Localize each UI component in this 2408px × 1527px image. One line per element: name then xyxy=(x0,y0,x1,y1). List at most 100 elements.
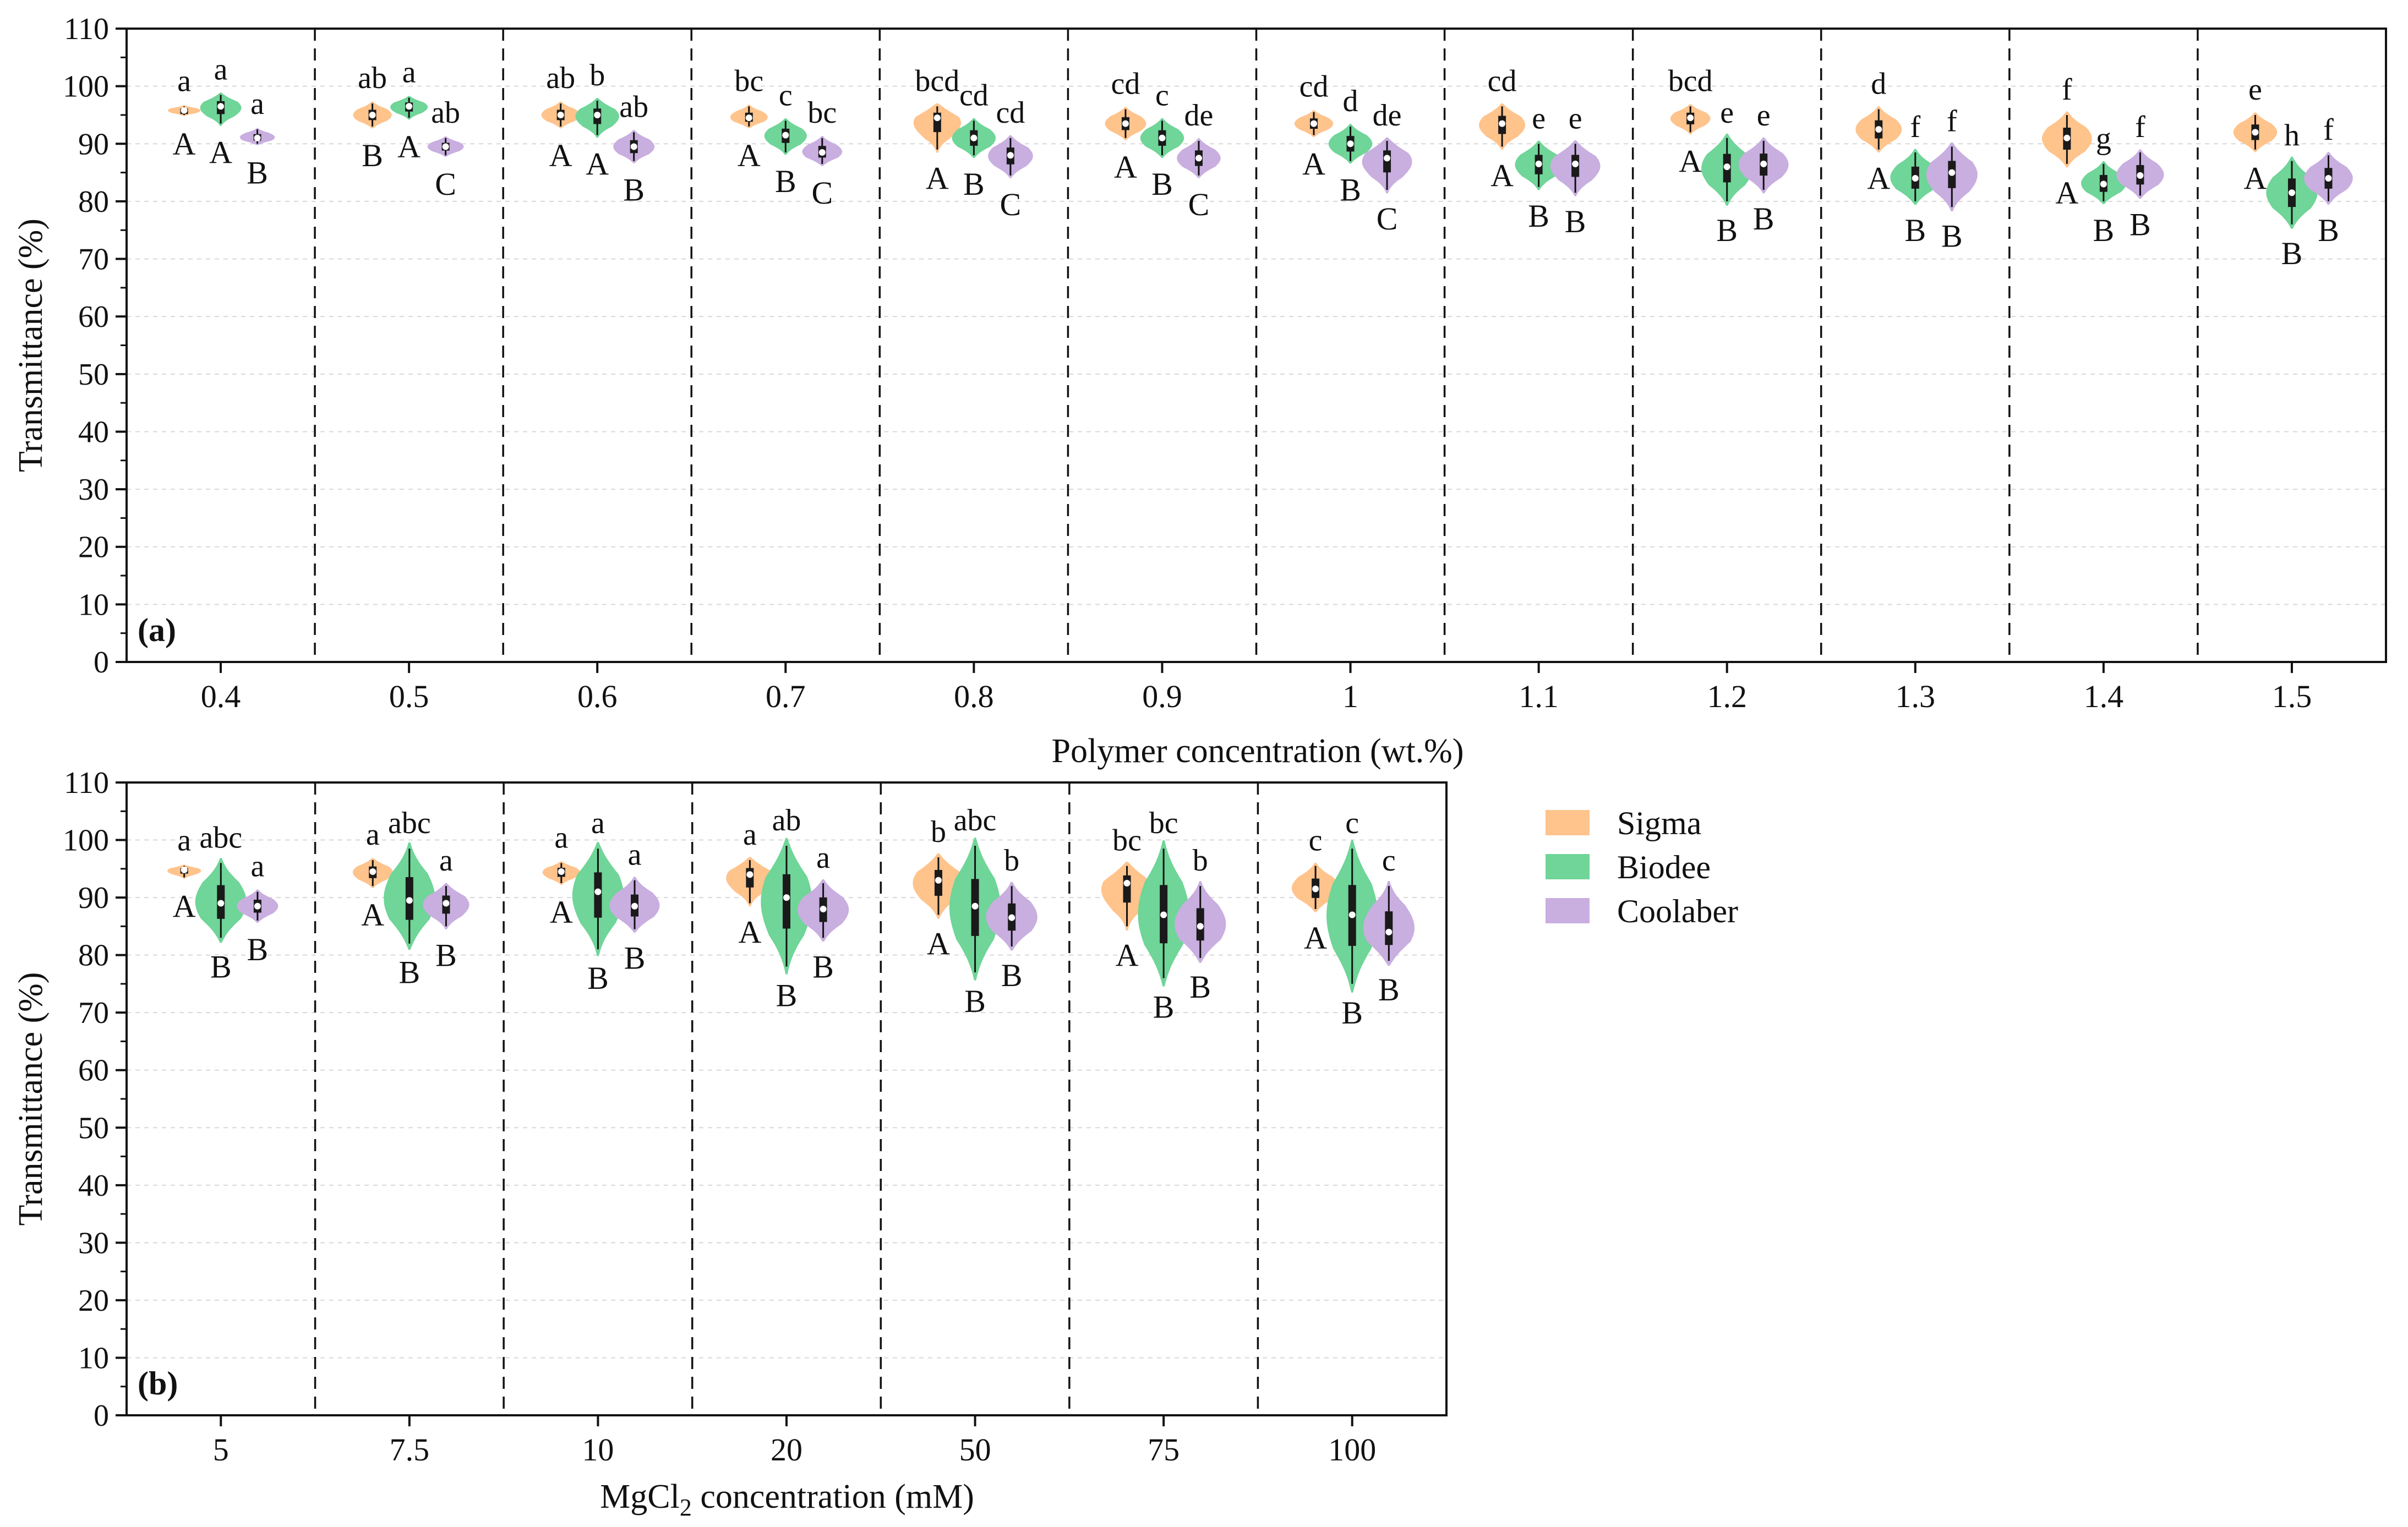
median-sigma-20 xyxy=(746,871,753,878)
x-tick-label: 0.6 xyxy=(577,678,618,714)
y-tick-label: 10 xyxy=(78,1341,109,1375)
sig-upper-biodee-0-6: A xyxy=(586,146,609,182)
sig-lower-biodee-0-8: cd xyxy=(959,78,989,112)
median-biodee-0-7 xyxy=(782,132,789,139)
sig-upper-coolaber-10: B xyxy=(624,940,646,976)
panel-b-violins xyxy=(167,838,1415,993)
sig-lower-sigma-0-4: a xyxy=(177,64,191,98)
panel-b-separators xyxy=(314,782,1259,1415)
sig-upper-coolaber-20: B xyxy=(812,949,834,984)
sig-lower-sigma-1-4: f xyxy=(2062,73,2072,107)
sig-upper-sigma-1: A xyxy=(1302,146,1325,182)
median-biodee-0-4 xyxy=(217,103,225,110)
sig-lower-biodee-5: abc xyxy=(199,820,242,855)
median-coolaber-1-2 xyxy=(1760,160,1767,167)
sig-lower-coolaber-20: a xyxy=(816,841,830,875)
sig-upper-sigma-20: A xyxy=(738,915,761,950)
x-tick-label: 0.5 xyxy=(389,678,429,714)
legend-label-coolaber: Coolaber xyxy=(1617,893,1738,929)
median-sigma-0-8 xyxy=(933,114,941,122)
median-coolaber-1-4 xyxy=(2137,172,2144,179)
sig-upper-coolaber-0-5: C xyxy=(435,166,456,202)
sig-upper-sigma-1-1: A xyxy=(1490,158,1514,194)
panel-a-x-axis: 0.4 0.5 0.6 0.7 0.8 0.9 1 1.1 1.2 1.3 1.4 1.5 xyxy=(201,662,2312,714)
median-coolaber-10 xyxy=(631,902,638,910)
y-tick-label: 110 xyxy=(64,766,109,800)
sig-upper-coolaber-1-5: B xyxy=(2318,212,2339,248)
y-tick-label: 20 xyxy=(78,1284,109,1318)
panel-a-chart: aAabBabAbcAbcdAcdAcdAcdAbcdAdAfAeAaAaAbA… xyxy=(12,12,2387,770)
median-coolaber-7-5 xyxy=(443,900,450,907)
median-biodee-0-6 xyxy=(594,111,601,118)
panel-a-violins xyxy=(168,92,2353,229)
legend-item-sigma: Sigma xyxy=(1546,805,1701,841)
median-coolaber-20 xyxy=(820,906,827,912)
sig-lower-biodee-10: a xyxy=(591,806,605,840)
median-sigma-0-7 xyxy=(745,114,752,122)
sig-lower-coolaber-100: c xyxy=(1382,844,1396,878)
x-tick-label: 100 xyxy=(1328,1432,1376,1468)
median-coolaber-5 xyxy=(254,902,261,910)
sig-upper-coolaber-1-1: B xyxy=(1565,204,1586,239)
sig-upper-sigma-0-7: A xyxy=(738,138,761,173)
panel-a-y-axis-title: Transmittance (%) xyxy=(12,218,50,472)
panel-a-significance-labels: aAabBabAbcAbcdAcdAcdAcdAbcdAdAfAeAaAaAbA… xyxy=(173,52,2339,271)
box-coolaber-100 xyxy=(1385,911,1393,945)
median-sigma-1-4 xyxy=(2063,134,2071,141)
sig-lower-biodee-0-9: c xyxy=(1155,78,1169,112)
sig-upper-sigma-50: A xyxy=(927,926,950,961)
sig-lower-coolaber-0-8: cd xyxy=(996,96,1025,130)
sig-lower-coolaber-1-5: f xyxy=(2323,113,2334,147)
sig-upper-coolaber-50: B xyxy=(1001,957,1023,993)
sig-upper-sigma-0-6: A xyxy=(549,138,572,173)
sig-lower-coolaber-0-4: a xyxy=(250,87,264,121)
sig-lower-biodee-0-5: a xyxy=(402,56,416,90)
sig-upper-coolaber-0-6: B xyxy=(623,172,645,208)
sig-lower-sigma-1-2: bcd xyxy=(1668,64,1713,98)
legend-swatch-sigma xyxy=(1546,810,1590,835)
x-tick-label: 1.5 xyxy=(2272,678,2312,714)
sig-upper-sigma-0-9: A xyxy=(1114,149,1137,185)
sig-lower-coolaber-1: de xyxy=(1373,98,1402,133)
x-tick-label: 1.2 xyxy=(1707,678,1747,714)
sig-lower-biodee-1-4: g xyxy=(2096,122,2111,156)
legend-swatch-coolaber xyxy=(1546,898,1590,923)
median-sigma-0-9 xyxy=(1122,120,1129,127)
sig-lower-coolaber-1-3: f xyxy=(1947,105,1957,139)
sig-upper-sigma-5: A xyxy=(173,889,196,924)
sig-upper-biodee-1-1: B xyxy=(1528,198,1549,234)
sig-upper-coolaber-5: B xyxy=(247,932,269,967)
sig-upper-sigma-0-5: B xyxy=(362,138,383,173)
x-tick-label: 1.3 xyxy=(1896,678,1936,714)
median-biodee-1-1 xyxy=(1535,160,1542,167)
y-tick-label: 20 xyxy=(78,530,109,565)
sig-upper-biodee-100: B xyxy=(1341,995,1363,1031)
x-axis-title-rest: concentration (mM) xyxy=(692,1478,974,1515)
sig-lower-biodee-7-5: abc xyxy=(388,806,431,840)
sig-upper-biodee-7-5: B xyxy=(399,955,421,990)
sig-upper-biodee-50: B xyxy=(964,983,986,1019)
sig-lower-biodee-0-7: c xyxy=(779,78,793,112)
y-tick-label: 60 xyxy=(78,1054,109,1088)
x-tick-label: 1.1 xyxy=(1519,678,1559,714)
x-tick-label: 0.4 xyxy=(201,678,241,714)
sig-upper-coolaber-0-7: C xyxy=(811,175,833,211)
y-tick-label: 50 xyxy=(78,358,109,392)
median-sigma-0-4 xyxy=(181,107,188,114)
panel-a-separators xyxy=(314,29,2199,662)
sig-lower-coolaber-10: a xyxy=(628,838,642,872)
median-sigma-7-5 xyxy=(369,868,376,875)
sig-upper-coolaber-1-4: B xyxy=(2129,206,2151,242)
sig-upper-biodee-1-2: B xyxy=(1716,212,1738,248)
x-axis-title-subscript: 2 xyxy=(680,1494,692,1521)
sig-lower-coolaber-1-4: f xyxy=(2135,110,2145,144)
sig-upper-sigma-100: A xyxy=(1304,920,1327,956)
median-biodee-0-9 xyxy=(1159,134,1166,141)
panel-b-x-axis: 5 7.5 10 20 50 75 100 xyxy=(213,1415,1376,1468)
sig-upper-coolaber-1: C xyxy=(1377,201,1398,237)
sig-upper-coolaber-100: B xyxy=(1378,972,1400,1008)
x-tick-label: 0.9 xyxy=(1142,678,1182,714)
sig-lower-sigma-5: a xyxy=(177,824,191,858)
